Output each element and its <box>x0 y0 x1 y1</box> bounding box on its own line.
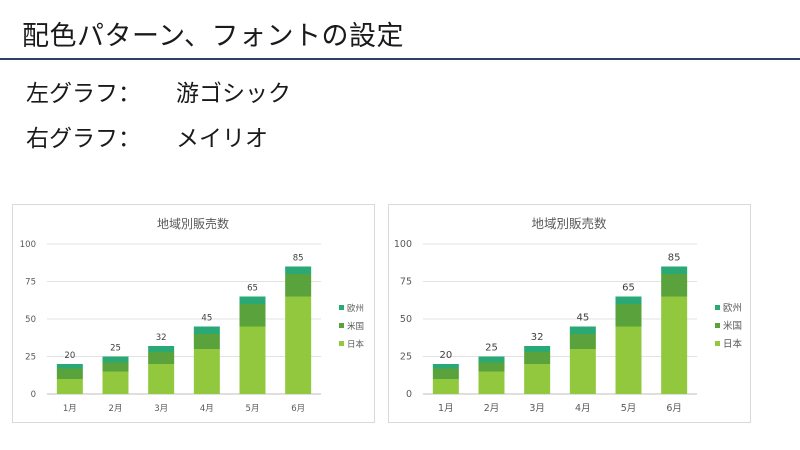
title-divider <box>0 58 800 60</box>
bar-segment <box>56 364 83 369</box>
bar-segment <box>148 352 175 364</box>
x-tick-label: 1月 <box>63 404 77 414</box>
legend-label: 欧州 <box>347 303 364 314</box>
total-data-label: 65 <box>247 284 258 294</box>
legend-label: 米国 <box>723 320 742 332</box>
bar-segment <box>285 266 312 274</box>
total-data-label: 32 <box>156 333 167 343</box>
y-tick-label: 0 <box>406 389 412 400</box>
y-tick-label: 100 <box>20 240 36 250</box>
bar-segment <box>478 362 505 372</box>
total-data-label: 45 <box>576 313 589 324</box>
right-chart-label: 右グラフ： <box>26 126 141 152</box>
bar-segment <box>148 346 175 352</box>
right-chart-font: メイリオ <box>176 126 268 152</box>
bar-segment <box>102 371 129 394</box>
x-tick-label: 2月 <box>109 404 123 414</box>
legend-label: 日本 <box>723 338 743 350</box>
bar-segment <box>615 296 642 304</box>
slide-title: 配色パターン、フォントの設定 <box>22 21 405 52</box>
left-chart-svg: 地域別販売数 0 25 50 75 100 20 1月 25 2月 32 3月 45 4月 65 5月 85 6月… <box>20 216 365 414</box>
bar-segment <box>56 379 83 394</box>
bar-segment <box>569 334 596 349</box>
bar-segment <box>615 326 642 394</box>
legend-swatch <box>339 305 344 310</box>
x-tick-label: 6月 <box>291 404 305 414</box>
bar-segment <box>478 356 505 363</box>
bar-segment <box>432 364 459 369</box>
total-data-label: 32 <box>531 332 544 343</box>
left-chart-label: 左グラフ： <box>26 81 141 107</box>
x-tick-label: 3月 <box>529 403 545 414</box>
bar-segment <box>193 349 220 394</box>
total-data-label: 65 <box>622 283 635 294</box>
legend-swatch <box>715 323 720 328</box>
bar-segment <box>148 364 175 394</box>
y-tick-label: 75 <box>25 278 36 288</box>
bar-segment <box>193 326 220 334</box>
y-tick-label: 100 <box>394 239 412 250</box>
bar-segment <box>102 356 129 363</box>
right-chart-font-line: 右グラフ： メイリオ <box>26 119 268 153</box>
legend-swatch <box>715 341 720 346</box>
x-tick-label: 6月 <box>666 403 682 414</box>
bar-segment <box>661 266 688 274</box>
left-chart-font-line: 左グラフ： 游ゴシック <box>26 74 291 108</box>
legend-swatch <box>339 341 344 346</box>
x-tick-label: 3月 <box>154 404 168 414</box>
bar-segment <box>569 349 596 394</box>
total-data-label: 25 <box>110 344 121 354</box>
total-data-label: 45 <box>201 314 212 324</box>
total-data-label: 85 <box>668 253 681 264</box>
bar-segment <box>239 304 266 327</box>
bar-segment <box>661 296 688 394</box>
bar-segment <box>569 326 596 334</box>
chart-title: 地域別販売数 <box>531 216 607 231</box>
bar-segment <box>432 368 459 379</box>
bar-segment <box>239 326 266 394</box>
bar-segment <box>56 368 83 379</box>
total-data-label: 20 <box>64 351 75 361</box>
chart-title: 地域別販売数 <box>157 216 229 231</box>
y-tick-label: 50 <box>400 314 412 325</box>
bar-segment <box>285 274 312 297</box>
x-tick-label: 5月 <box>246 404 260 414</box>
bar-segment <box>524 364 551 394</box>
legend-swatch <box>339 323 344 328</box>
legend-swatch <box>715 305 720 310</box>
bar-segment <box>239 296 266 304</box>
legend-label: 欧州 <box>723 302 742 314</box>
x-tick-label: 1月 <box>438 403 454 414</box>
y-tick-label: 75 <box>400 277 412 288</box>
x-tick-label: 5月 <box>621 403 637 414</box>
x-tick-label: 2月 <box>484 403 500 414</box>
total-data-label: 85 <box>293 254 304 264</box>
left-chart[interactable]: 地域別販売数 0 25 50 75 100 20 1月 25 2月 32 3月 45 4月 65 5月 85 6月… <box>12 204 375 423</box>
y-tick-label: 25 <box>400 352 412 363</box>
bar-segment <box>615 304 642 327</box>
y-tick-label: 50 <box>25 315 36 325</box>
bar-segment <box>432 379 459 394</box>
legend-label: 米国 <box>347 321 364 332</box>
bar-segment <box>524 346 551 352</box>
right-chart-svg: 地域別販売数 0 25 50 75 100 20 1月 25 2月 32 3月 45 4月 65 5月 85 6月… <box>394 216 743 414</box>
bar-segment <box>524 352 551 364</box>
bar-segment <box>102 362 129 372</box>
bar-segment <box>285 296 312 394</box>
left-chart-font: 游ゴシック <box>176 81 291 107</box>
total-data-label: 25 <box>485 343 498 354</box>
right-chart[interactable]: 地域別販売数 0 25 50 75 100 20 1月 25 2月 32 3月 45 4月 65 5月 85 6月… <box>388 204 751 423</box>
bar-segment <box>661 274 688 297</box>
bar-segment <box>193 334 220 349</box>
y-tick-label: 0 <box>31 390 36 400</box>
legend-label: 日本 <box>347 339 365 350</box>
x-tick-label: 4月 <box>200 404 214 414</box>
total-data-label: 20 <box>439 350 452 361</box>
y-tick-label: 25 <box>25 353 36 363</box>
bar-segment <box>478 371 505 394</box>
x-tick-label: 4月 <box>575 403 591 414</box>
